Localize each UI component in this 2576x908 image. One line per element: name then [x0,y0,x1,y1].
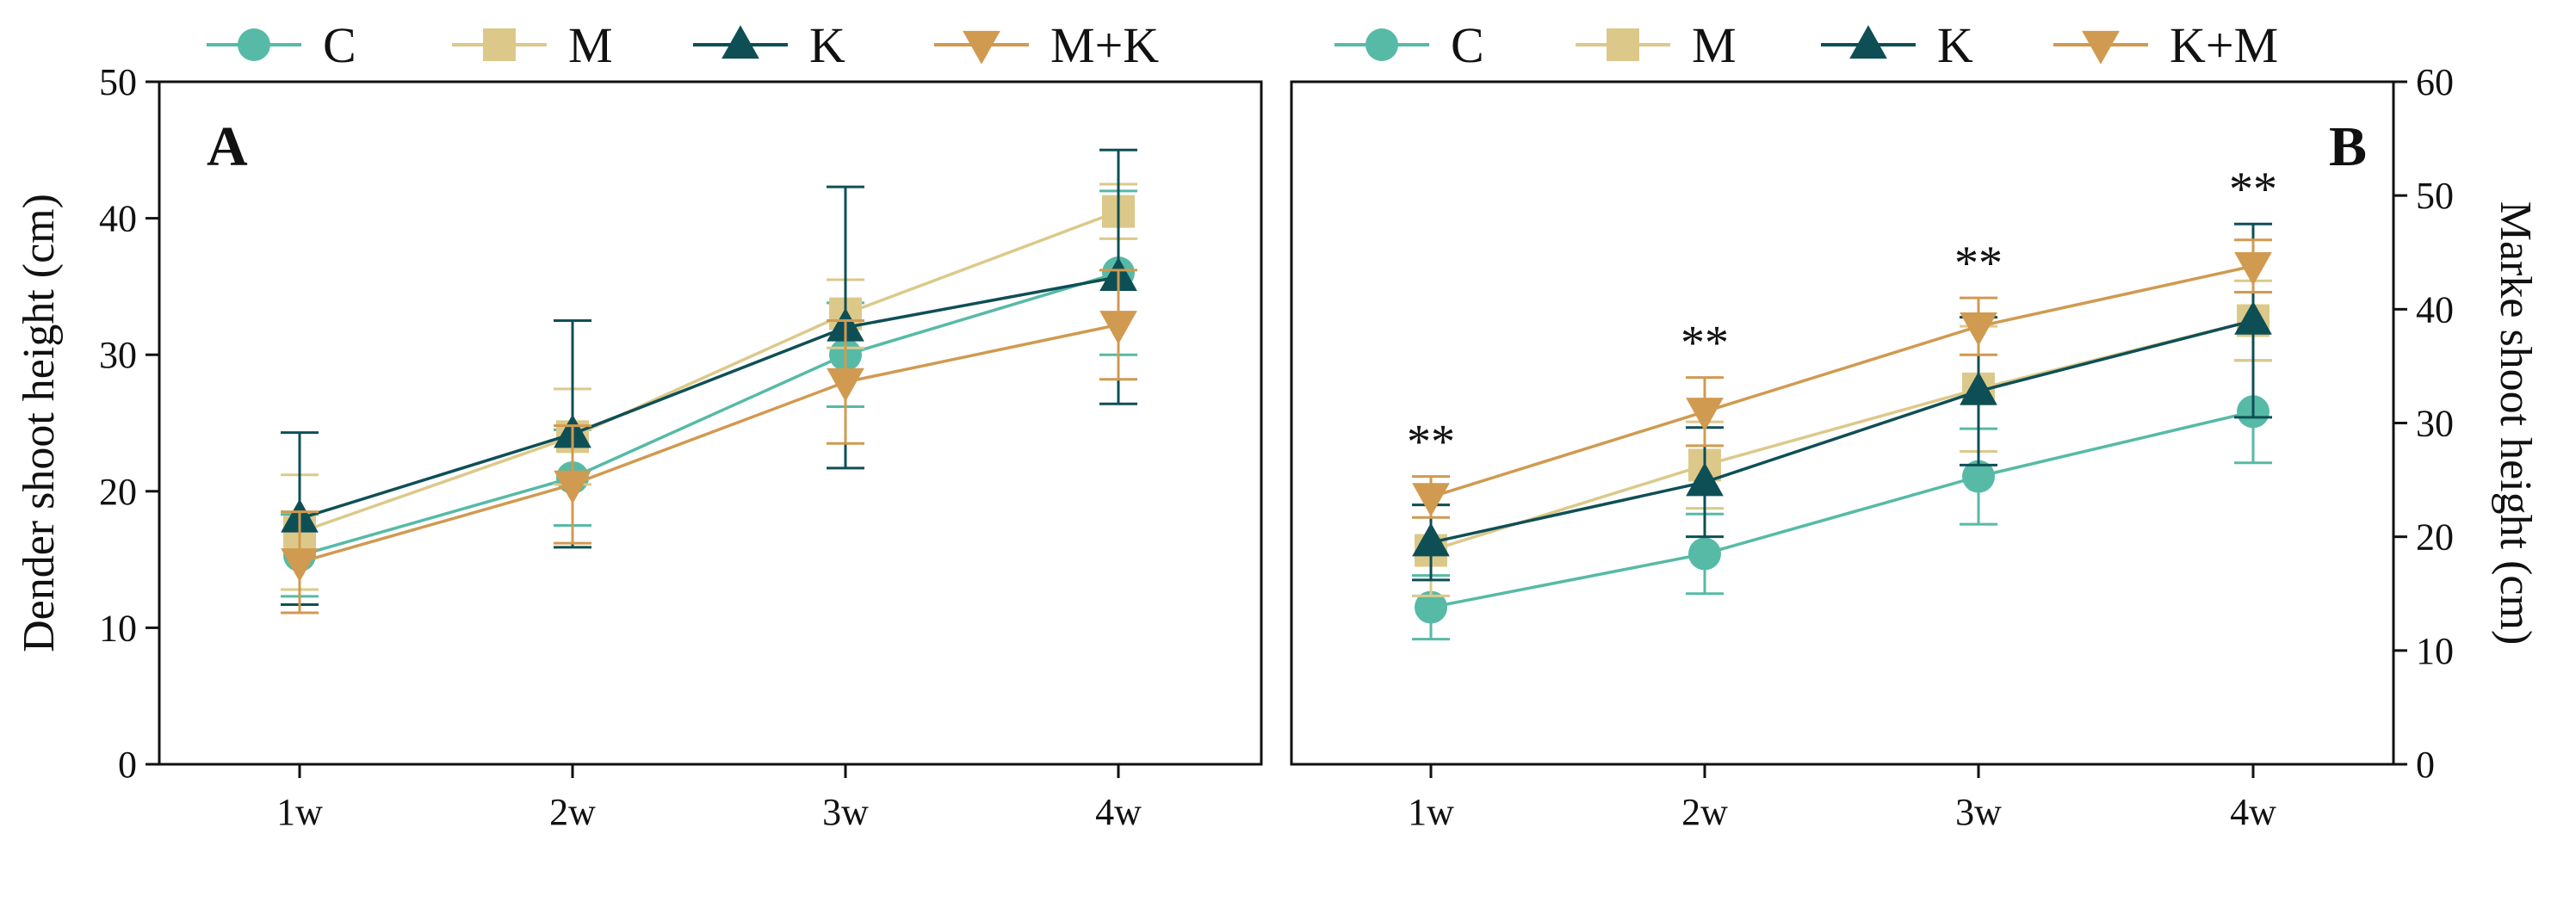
data-point [1960,312,1997,346]
legend-item: K [693,17,845,73]
legend-item: K+M [2053,17,2278,73]
y-tick-label: 0 [2416,744,2435,786]
y-tick-label: 20 [2416,516,2454,559]
legend-marker [721,25,759,59]
x-tick-label: 3w [822,791,869,833]
x-tick-label: 2w [549,791,596,833]
y-tick-label: 10 [2416,630,2454,672]
x-tick-label: 4w [1095,791,1142,833]
y-tick-label: 50 [2416,175,2454,217]
data-point [1412,483,1450,517]
x-tick-label: 1w [1408,791,1454,833]
legend-label: M [1692,17,1737,73]
data-point [827,368,864,402]
significance-annotation: ** [1954,237,2003,290]
y-tick-label: 0 [118,744,137,786]
y-axis-title: Marke shoot height (cm) [2491,201,2540,645]
significance-annotation: ** [2229,163,2277,216]
series-c [1412,359,2272,641]
legend-marker [1365,28,1398,61]
legend-label: M [568,17,613,73]
y-tick-label: 40 [99,198,137,240]
x-tick-label: 4w [2230,791,2276,833]
legend-label: K [1937,17,1973,73]
x-tick-label: 3w [1955,791,2002,833]
legend-item: K [1821,17,1973,73]
legend-item: M+K [934,17,1159,73]
data-point [1962,460,1995,493]
panel-label: A [207,115,248,178]
x-tick-label: 1w [276,791,323,833]
legend-item: C [207,17,356,73]
data-point [1099,311,1137,345]
data-point [1688,537,1721,571]
legend-marker [963,30,1000,65]
y-tick-label: 30 [99,334,137,376]
y-tick-label: 60 [2416,61,2454,103]
legend-label: C [1451,17,1484,73]
legend-label: M+K [1050,17,1159,73]
legend-label: C [323,17,356,73]
plot-frame [1290,80,2395,766]
data-point [1686,398,1724,432]
significance-annotation: ** [1681,317,1729,370]
legend-label: K [809,17,845,73]
series-line [299,323,1119,564]
y-tick-label: 20 [99,471,137,513]
data-point [1686,462,1724,497]
series-line [299,271,1119,558]
legend-marker [2082,30,2120,65]
legend-item: M [452,17,613,73]
series-line [299,275,1119,521]
series-k [281,148,1137,606]
plot-frame [158,80,1263,766]
legend-marker [1849,25,1887,59]
series-kplusm [1412,238,2272,519]
data-point [2234,300,2272,335]
data-point [281,548,319,583]
series-line [1430,318,2254,544]
data-point [554,470,591,504]
y-tick-label: 30 [2416,403,2454,445]
data-point [2234,251,2272,286]
series-k [1412,222,2272,582]
legend-item: M [1576,17,1737,73]
data-point [1412,522,1450,557]
series-line [299,210,1119,534]
data-point [1415,590,1447,624]
series-line [1430,264,2254,499]
legend: C M K K+M [1334,17,2278,73]
y-tick-label: 40 [2416,288,2454,330]
legend-marker [1607,28,1639,61]
y-axis-title: Dender shoot height (cm) [15,194,64,652]
legend-item: C [1334,17,1484,73]
series-line [1430,410,2254,609]
significance-annotation: ** [1407,416,1455,469]
series-m [281,182,1137,591]
series-mplusk [281,269,1137,615]
chart-panel-b: 0 10 20 30 40 50 60 1w 2w 3w 4w Marke shoot height … [1290,17,2540,833]
chart-panel-a: 0 10 20 30 40 50 1w 2w 3w 4w Dender shoot height (… [15,17,1263,833]
x-tick-label: 2w [1681,791,1728,833]
y-tick-label: 10 [99,607,137,649]
legend-marker [238,28,270,61]
y-tick-label: 50 [99,61,137,103]
data-point [1960,371,1997,405]
legend-label: K+M [2170,17,2278,73]
legend: C M K M+K [207,17,1159,73]
panel-label: B [2329,115,2367,178]
legend-marker [483,28,516,61]
